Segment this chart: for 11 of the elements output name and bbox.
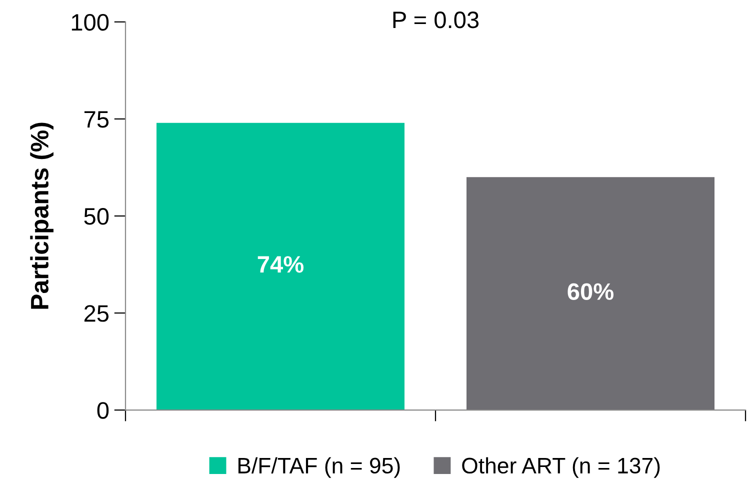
data-label: 60% bbox=[568, 283, 614, 300]
data-label: 74% bbox=[258, 256, 304, 273]
y-tick-label: 100 bbox=[72, 14, 109, 31]
annotation: P = 0.03 bbox=[393, 12, 479, 28]
y-axis-title: Participants (%) bbox=[30, 122, 54, 309]
legend-label: B/F/TAF (n = 95) bbox=[238, 457, 400, 478]
y-tick-label: 50 bbox=[84, 208, 109, 225]
y-tick-label: 25 bbox=[84, 305, 109, 322]
legend-label: Other ART (n = 137) bbox=[462, 457, 660, 478]
y-tick-label: 75 bbox=[84, 111, 109, 128]
y-tick-label: 0 bbox=[97, 402, 109, 419]
